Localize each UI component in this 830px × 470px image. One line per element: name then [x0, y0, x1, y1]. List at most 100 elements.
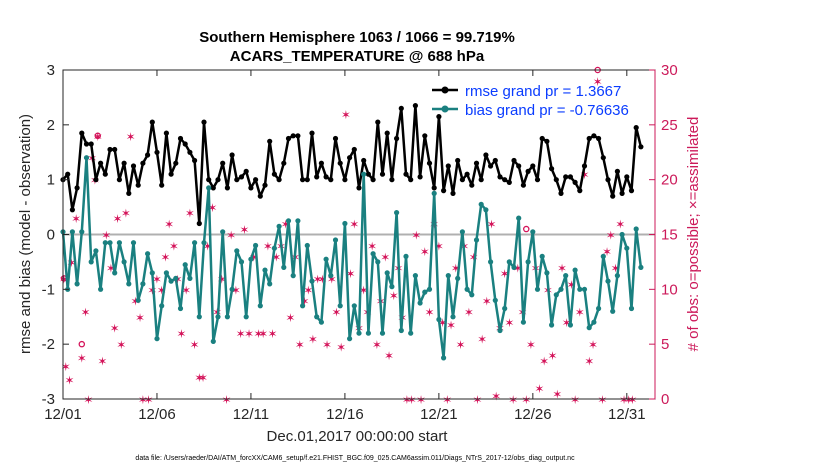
series-point-rmse: [93, 177, 99, 183]
obs-assimilated-marker: ✶: [442, 393, 452, 407]
series-point-bias: [248, 256, 254, 262]
series-point-rmse: [154, 149, 160, 155]
series-point-bias: [187, 275, 193, 281]
obs-assimilated-marker: ✶: [101, 229, 111, 243]
series-point-bias: [628, 305, 635, 312]
series-point-rmse: [459, 177, 465, 183]
series-point-bias: [281, 264, 287, 270]
series-point-bias: [351, 303, 357, 309]
obs-assimilated-marker: ✶: [138, 393, 148, 407]
series-point-rmse: [271, 171, 277, 177]
obs-possible-marker: [523, 225, 530, 233]
series-point-bias: [356, 330, 362, 336]
obs-assimilated-marker: ✶: [198, 371, 208, 385]
series-point-rmse: [215, 177, 221, 183]
obs-assimilated-marker: ✶: [147, 283, 157, 297]
obs-assimilated-marker: ✶: [434, 239, 444, 253]
left-tick-label: 0: [47, 227, 55, 244]
series-point-bias: [563, 273, 569, 279]
left-axis-label: rmse and bias (model - observation): [17, 114, 34, 354]
series-point-rmse: [112, 146, 118, 153]
series-point-bias: [201, 240, 207, 246]
obs-assimilated-marker: ✶: [169, 239, 179, 253]
obs-assimilated-marker: ✶: [268, 327, 278, 341]
obs-assimilated-marker: ✶: [602, 245, 612, 259]
right-tick-label: 30: [661, 62, 678, 79]
x-tick-label: 12/06: [138, 406, 176, 423]
series-point-bias: [271, 245, 277, 251]
series-point-rmse: [177, 135, 184, 142]
obs-assimilated-marker: ✶: [61, 360, 71, 374]
series-point-rmse: [149, 119, 155, 125]
series-point-bias: [107, 240, 113, 246]
obs-assimilated-marker: ✶: [317, 272, 327, 286]
obs-assimilated-marker: ✶: [367, 239, 377, 253]
obs-assimilated-marker: ✶: [164, 218, 174, 232]
series-point-rmse: [347, 155, 353, 161]
obs-assimilated-marker: ✶: [389, 289, 399, 303]
series-point-bias: [450, 314, 456, 320]
obs-assimilated-marker: ✶: [253, 327, 263, 341]
series-point-rmse: [394, 135, 400, 142]
series-point-rmse: [375, 119, 381, 125]
series-point-bias: [173, 275, 179, 281]
left-tick-label: -1: [42, 281, 55, 298]
series-point-bias: [426, 286, 433, 292]
left-tick-label: 2: [47, 117, 55, 134]
series-point-rmse: [492, 157, 498, 164]
series-point-rmse: [276, 177, 282, 183]
obs-assimilated-marker: ✶: [597, 393, 607, 407]
series-point-rmse: [187, 149, 193, 155]
obs-assimilated-marker: ✶: [526, 338, 536, 352]
series-point-bias: [347, 336, 353, 342]
obs-assimilated-marker: ✶: [548, 349, 558, 363]
series-point-bias: [361, 171, 367, 177]
right-axis-ticks: 0 5 10 15 20 25 30: [649, 62, 678, 408]
series-point-rmse: [473, 160, 480, 166]
series-point-bias: [502, 305, 508, 312]
series-point-rmse: [441, 188, 447, 194]
series-point-bias: [69, 229, 75, 235]
series-point-bias: [102, 240, 108, 246]
obs-assimilated-marker: ✶: [380, 250, 390, 264]
series-point-rmse: [502, 177, 508, 183]
series-point-bias: [74, 281, 80, 287]
series-point-bias: [417, 300, 423, 306]
obs-assimilated-marker: ✶: [331, 305, 341, 319]
obs-assimilated-marker: ✶: [116, 338, 126, 352]
obs-assimilated-marker: ✶: [341, 108, 351, 122]
series-point-bias: [403, 253, 409, 259]
series-point-bias: [220, 229, 226, 235]
left-tick-label: 3: [47, 62, 55, 79]
left-axis-ticks: -3 -2 -1 0 1 2 3: [42, 62, 69, 408]
chart-title-line1: Southern Hemisphere 1063 / 1066 = 99.719…: [199, 29, 515, 46]
series-point-bias: [506, 259, 512, 265]
series-point-rmse: [140, 160, 146, 166]
series-point-rmse: [210, 185, 216, 191]
obs-assimilated-marker: ✶: [65, 373, 75, 387]
series-point-bias: [210, 338, 216, 344]
series-point-rmse: [65, 171, 71, 177]
series-point-rmse: [596, 135, 602, 142]
series-point-bias: [544, 270, 550, 276]
series-point-bias: [534, 286, 541, 292]
series-point-bias: [600, 253, 606, 259]
series-point-rmse: [572, 179, 578, 185]
series-point-rmse: [83, 141, 90, 147]
obs-assimilated-marker: ✶: [157, 283, 167, 297]
series-point-bias: [318, 319, 324, 325]
series-point-rmse: [314, 174, 320, 180]
obs-assimilated-marker: ✶: [521, 393, 531, 407]
obs-assimilated-marker: ✶: [420, 245, 430, 259]
series-point-bias: [135, 297, 141, 303]
series-point-rmse: [506, 179, 512, 185]
series-point-rmse: [586, 135, 592, 142]
obs-assimilated-marker: ✶: [469, 250, 479, 264]
series-point-rmse: [520, 182, 527, 188]
series-point-bias: [577, 286, 583, 292]
obs-assimilated-marker: ✶: [194, 371, 204, 385]
series-point-rmse: [74, 185, 80, 191]
series-point-rmse: [403, 171, 409, 177]
series-point-bias: [525, 259, 531, 265]
